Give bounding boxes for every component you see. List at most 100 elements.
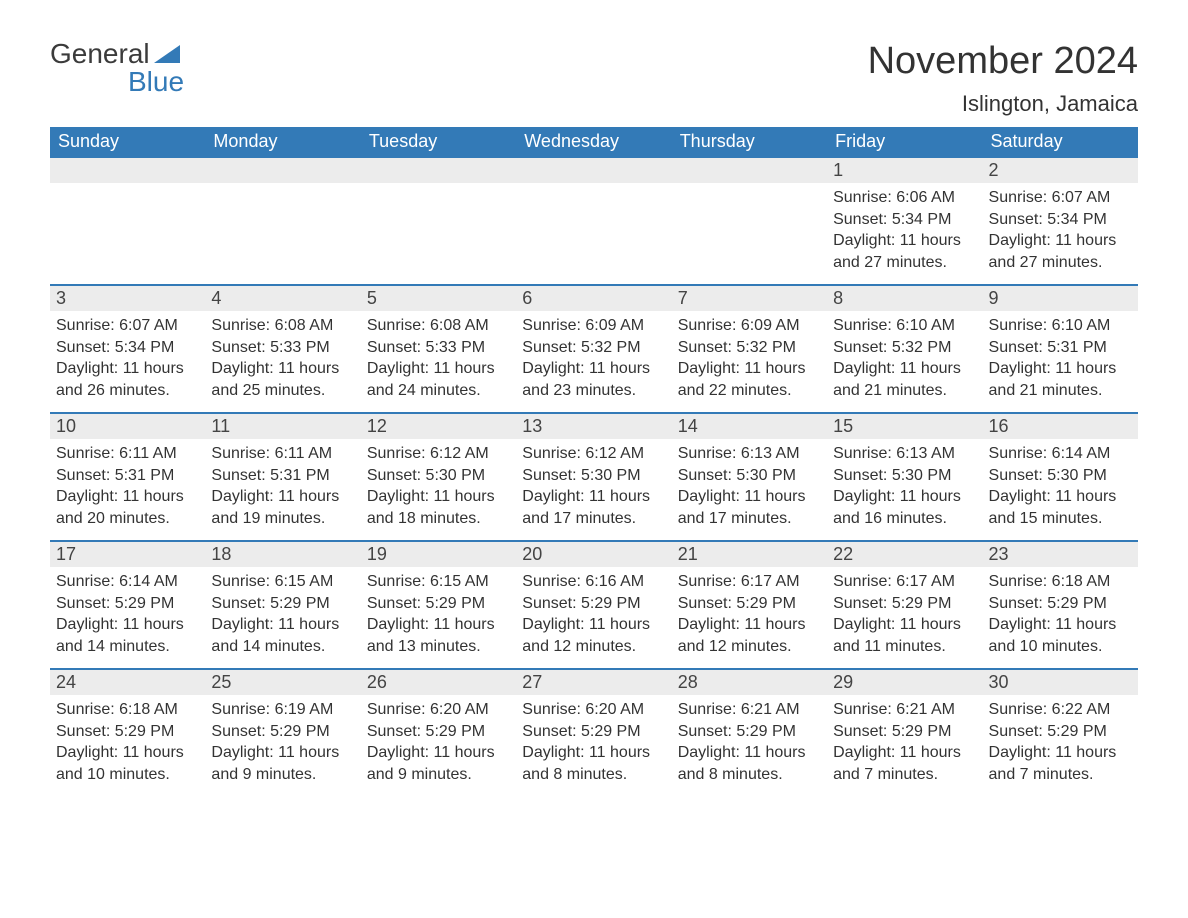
- calendar-week-row: 10Sunrise: 6:11 AMSunset: 5:31 PMDayligh…: [50, 412, 1138, 540]
- month-title: November 2024: [868, 40, 1138, 83]
- day-number: 12: [361, 412, 516, 439]
- calendar-cell: 8Sunrise: 6:10 AMSunset: 5:32 PMDaylight…: [827, 284, 982, 412]
- day-number: 21: [672, 540, 827, 567]
- calendar-cell: 30Sunrise: 6:22 AMSunset: 5:29 PMDayligh…: [983, 668, 1138, 796]
- day-number: 22: [827, 540, 982, 567]
- day-details: Sunrise: 6:15 AMSunset: 5:29 PMDaylight:…: [361, 567, 516, 663]
- day-details: Sunrise: 6:16 AMSunset: 5:29 PMDaylight:…: [516, 567, 671, 663]
- page-header: General Blue November 2024 Islington, Ja…: [50, 40, 1138, 117]
- day-details: Sunrise: 6:12 AMSunset: 5:30 PMDaylight:…: [516, 439, 671, 535]
- day-number: 27: [516, 668, 671, 695]
- calendar-cell: 7Sunrise: 6:09 AMSunset: 5:32 PMDaylight…: [672, 284, 827, 412]
- day-number: 16: [983, 412, 1138, 439]
- calendar-cell: 24Sunrise: 6:18 AMSunset: 5:29 PMDayligh…: [50, 668, 205, 796]
- logo: General Blue: [50, 40, 184, 96]
- calendar-week-row: 3Sunrise: 6:07 AMSunset: 5:34 PMDaylight…: [50, 284, 1138, 412]
- day-number: 17: [50, 540, 205, 567]
- day-number: 2: [983, 156, 1138, 183]
- day-details: Sunrise: 6:14 AMSunset: 5:29 PMDaylight:…: [50, 567, 205, 663]
- day-details: Sunrise: 6:12 AMSunset: 5:30 PMDaylight:…: [361, 439, 516, 535]
- calendar-cell: 9Sunrise: 6:10 AMSunset: 5:31 PMDaylight…: [983, 284, 1138, 412]
- day-details: Sunrise: 6:13 AMSunset: 5:30 PMDaylight:…: [672, 439, 827, 535]
- calendar-cell: 22Sunrise: 6:17 AMSunset: 5:29 PMDayligh…: [827, 540, 982, 668]
- day-number: 8: [827, 284, 982, 311]
- calendar-cell: 2Sunrise: 6:07 AMSunset: 5:34 PMDaylight…: [983, 156, 1138, 284]
- day-details: Sunrise: 6:09 AMSunset: 5:32 PMDaylight:…: [672, 311, 827, 407]
- weekday-header: Tuesday: [361, 127, 516, 156]
- calendar-cell: 16Sunrise: 6:14 AMSunset: 5:30 PMDayligh…: [983, 412, 1138, 540]
- calendar-cell: 6Sunrise: 6:09 AMSunset: 5:32 PMDaylight…: [516, 284, 671, 412]
- day-number: 11: [205, 412, 360, 439]
- calendar-cell: 23Sunrise: 6:18 AMSunset: 5:29 PMDayligh…: [983, 540, 1138, 668]
- day-number: 9: [983, 284, 1138, 311]
- day-details: Sunrise: 6:18 AMSunset: 5:29 PMDaylight:…: [50, 695, 205, 791]
- calendar-cell: 18Sunrise: 6:15 AMSunset: 5:29 PMDayligh…: [205, 540, 360, 668]
- calendar-cell: 4Sunrise: 6:08 AMSunset: 5:33 PMDaylight…: [205, 284, 360, 412]
- day-number: 23: [983, 540, 1138, 567]
- day-details: Sunrise: 6:09 AMSunset: 5:32 PMDaylight:…: [516, 311, 671, 407]
- weekday-header: Thursday: [672, 127, 827, 156]
- day-details: Sunrise: 6:07 AMSunset: 5:34 PMDaylight:…: [50, 311, 205, 407]
- day-number: 18: [205, 540, 360, 567]
- logo-word1: General: [50, 40, 150, 68]
- weekday-header-row: SundayMondayTuesdayWednesdayThursdayFrid…: [50, 127, 1138, 156]
- day-number: 6: [516, 284, 671, 311]
- day-number: 14: [672, 412, 827, 439]
- day-number: 3: [50, 284, 205, 311]
- calendar-cell: 15Sunrise: 6:13 AMSunset: 5:30 PMDayligh…: [827, 412, 982, 540]
- day-number: 1: [827, 156, 982, 183]
- day-details: Sunrise: 6:20 AMSunset: 5:29 PMDaylight:…: [516, 695, 671, 791]
- day-number: 28: [672, 668, 827, 695]
- day-number: 13: [516, 412, 671, 439]
- day-number: 19: [361, 540, 516, 567]
- logo-word2: Blue: [128, 68, 184, 96]
- calendar-cell: 20Sunrise: 6:16 AMSunset: 5:29 PMDayligh…: [516, 540, 671, 668]
- calendar-cell: 21Sunrise: 6:17 AMSunset: 5:29 PMDayligh…: [672, 540, 827, 668]
- day-number: 4: [205, 284, 360, 311]
- day-details: Sunrise: 6:11 AMSunset: 5:31 PMDaylight:…: [50, 439, 205, 535]
- calendar-cell: 10Sunrise: 6:11 AMSunset: 5:31 PMDayligh…: [50, 412, 205, 540]
- day-number: 25: [205, 668, 360, 695]
- calendar-cell: 25Sunrise: 6:19 AMSunset: 5:29 PMDayligh…: [205, 668, 360, 796]
- day-details: Sunrise: 6:20 AMSunset: 5:29 PMDaylight:…: [361, 695, 516, 791]
- weekday-header: Sunday: [50, 127, 205, 156]
- calendar-cell: 5Sunrise: 6:08 AMSunset: 5:33 PMDaylight…: [361, 284, 516, 412]
- day-details: Sunrise: 6:11 AMSunset: 5:31 PMDaylight:…: [205, 439, 360, 535]
- day-details: Sunrise: 6:14 AMSunset: 5:30 PMDaylight:…: [983, 439, 1138, 535]
- day-details: Sunrise: 6:21 AMSunset: 5:29 PMDaylight:…: [672, 695, 827, 791]
- calendar-cell: 27Sunrise: 6:20 AMSunset: 5:29 PMDayligh…: [516, 668, 671, 796]
- day-details: Sunrise: 6:13 AMSunset: 5:30 PMDaylight:…: [827, 439, 982, 535]
- weekday-header: Saturday: [983, 127, 1138, 156]
- calendar-cell: 1Sunrise: 6:06 AMSunset: 5:34 PMDaylight…: [827, 156, 982, 284]
- calendar-cell: 14Sunrise: 6:13 AMSunset: 5:30 PMDayligh…: [672, 412, 827, 540]
- day-details: Sunrise: 6:10 AMSunset: 5:32 PMDaylight:…: [827, 311, 982, 407]
- calendar-week-row: 17Sunrise: 6:14 AMSunset: 5:29 PMDayligh…: [50, 540, 1138, 668]
- calendar-cell: 26Sunrise: 6:20 AMSunset: 5:29 PMDayligh…: [361, 668, 516, 796]
- calendar-cell: 13Sunrise: 6:12 AMSunset: 5:30 PMDayligh…: [516, 412, 671, 540]
- day-details: Sunrise: 6:21 AMSunset: 5:29 PMDaylight:…: [827, 695, 982, 791]
- day-number: 10: [50, 412, 205, 439]
- location-subtitle: Islington, Jamaica: [868, 91, 1138, 117]
- calendar-cell: 19Sunrise: 6:15 AMSunset: 5:29 PMDayligh…: [361, 540, 516, 668]
- day-number: 15: [827, 412, 982, 439]
- day-number: 24: [50, 668, 205, 695]
- day-details: Sunrise: 6:17 AMSunset: 5:29 PMDaylight:…: [672, 567, 827, 663]
- calendar-cell: 29Sunrise: 6:21 AMSunset: 5:29 PMDayligh…: [827, 668, 982, 796]
- day-details: Sunrise: 6:22 AMSunset: 5:29 PMDaylight:…: [983, 695, 1138, 791]
- day-details: Sunrise: 6:07 AMSunset: 5:34 PMDaylight:…: [983, 183, 1138, 279]
- day-details: Sunrise: 6:18 AMSunset: 5:29 PMDaylight:…: [983, 567, 1138, 663]
- day-number: 5: [361, 284, 516, 311]
- weekday-header: Monday: [205, 127, 360, 156]
- calendar-cell: 28Sunrise: 6:21 AMSunset: 5:29 PMDayligh…: [672, 668, 827, 796]
- day-details: Sunrise: 6:08 AMSunset: 5:33 PMDaylight:…: [361, 311, 516, 407]
- calendar-cell: 12Sunrise: 6:12 AMSunset: 5:30 PMDayligh…: [361, 412, 516, 540]
- day-details: Sunrise: 6:08 AMSunset: 5:33 PMDaylight:…: [205, 311, 360, 407]
- calendar-table: SundayMondayTuesdayWednesdayThursdayFrid…: [50, 127, 1138, 796]
- weekday-header: Friday: [827, 127, 982, 156]
- day-details: Sunrise: 6:06 AMSunset: 5:34 PMDaylight:…: [827, 183, 982, 279]
- day-details: Sunrise: 6:10 AMSunset: 5:31 PMDaylight:…: [983, 311, 1138, 407]
- calendar-week-row: 1Sunrise: 6:06 AMSunset: 5:34 PMDaylight…: [50, 156, 1138, 284]
- day-details: Sunrise: 6:15 AMSunset: 5:29 PMDaylight:…: [205, 567, 360, 663]
- calendar-week-row: 24Sunrise: 6:18 AMSunset: 5:29 PMDayligh…: [50, 668, 1138, 796]
- day-number: 7: [672, 284, 827, 311]
